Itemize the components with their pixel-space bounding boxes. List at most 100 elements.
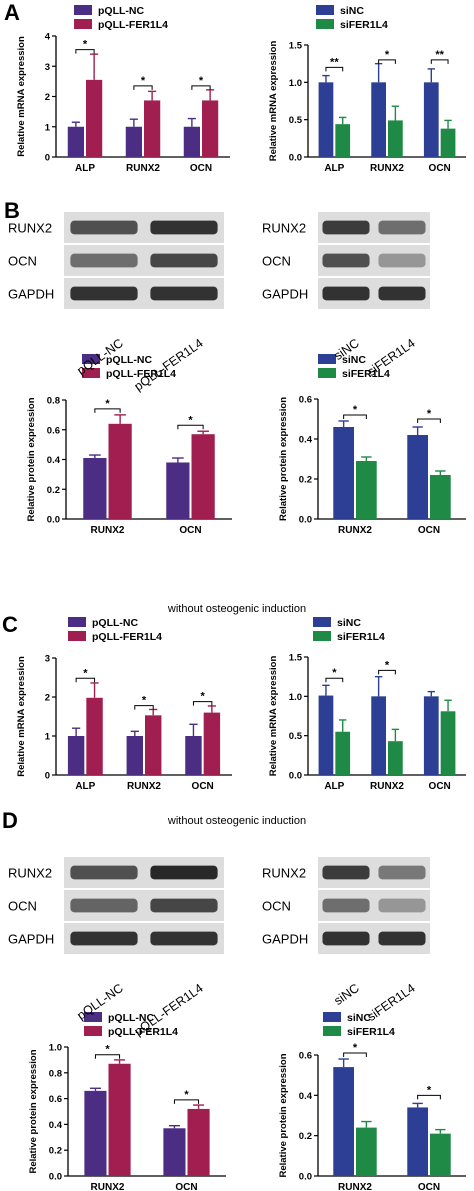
- significance-bracket: [191, 85, 211, 90]
- bar-pqll-nc-ocn: [163, 1128, 186, 1176]
- y-tick-label: 1.0: [289, 692, 302, 703]
- y-tick-label: 4: [45, 32, 51, 43]
- bar-sinc-alp: [318, 695, 334, 775]
- western-blot-b-left: RUNX2 OCN GAPDH pQLL-NC pQLL-FER1L4: [8, 212, 224, 394]
- bar-pqll-nc-ocn: [183, 126, 200, 157]
- x-tick-label-runx2: RUNX2: [370, 781, 404, 792]
- significance-mark: **: [435, 49, 444, 61]
- legend-swatch-pqll-fer1l4: [84, 1026, 102, 1036]
- significance-mark: *: [184, 1089, 189, 1101]
- y-tick-label: 0.4: [49, 1120, 63, 1131]
- y-axis-label: Relative protein expression: [26, 397, 37, 521]
- blot-lane-label: siFER1L4: [365, 336, 418, 379]
- x-tick-label-ocn: OCN: [429, 781, 451, 792]
- bar-sinc-ocn: [423, 82, 439, 157]
- legend-swatch-pqll-fer1l4: [74, 19, 92, 29]
- blot-band: [322, 220, 370, 235]
- x-tick-label-ocn: OCN: [190, 163, 212, 174]
- significance-bracket: [94, 1054, 121, 1059]
- panel-header-d: without osteogenic induction: [167, 815, 306, 827]
- significance-mark: *: [332, 667, 337, 679]
- y-axis-label: Relative mRNA expression: [268, 656, 279, 777]
- legend-label-pqll-nc: pQLL-NC: [92, 617, 138, 629]
- significance-bracket: [94, 408, 121, 413]
- legend-label-pqll-fer1l4: pQLL-FER1L4: [106, 368, 176, 380]
- y-tick-label: 0.0: [49, 1172, 62, 1183]
- significance-mark: *: [105, 1044, 110, 1056]
- chart-d-right: 0.0 0.2 0.4 0.6 Relative protein expression R…: [278, 1012, 466, 1191]
- y-tick-label: 0: [45, 153, 50, 164]
- legend-swatch-pqll-nc: [74, 5, 92, 15]
- blot-band: [150, 286, 218, 301]
- y-tick-label: 0.6: [299, 395, 312, 406]
- legend-label-pqll-fer1l4: pQLL-FER1L4: [92, 631, 162, 643]
- y-axis-label: Relative protein expression: [28, 1049, 39, 1173]
- x-tick-label-ocn: OCN: [418, 1182, 440, 1191]
- y-tick-label: 1.5: [289, 653, 303, 664]
- significance-bracket: [177, 424, 204, 430]
- y-axis-label: Relative protein expression: [278, 1053, 289, 1177]
- bar-pqll-nc-alp: [67, 736, 85, 775]
- y-tick-label: 0: [45, 771, 50, 782]
- panel-header-c: without osteogenic induction: [167, 603, 306, 615]
- y-tick-label: 0.4: [299, 435, 313, 446]
- y-tick-label: 0.0: [289, 153, 302, 164]
- blot-band: [322, 898, 370, 913]
- panel-letter-b: B: [4, 198, 20, 223]
- bar-sifer1l4-runx2: [388, 741, 403, 775]
- y-tick-label: 1.0: [49, 1043, 62, 1054]
- legend-swatch-sinc: [313, 617, 331, 627]
- y-tick-label: 3: [45, 62, 50, 73]
- blot-lane-label: siFER1L4: [365, 981, 418, 1024]
- legend-label-sinc: siNC: [337, 617, 361, 629]
- bar-sifer1l4-runx2: [388, 120, 403, 157]
- legend-label-pqll-fer1l4: pQLL-FER1L4: [98, 19, 168, 31]
- significance-mark: *: [427, 1084, 432, 1096]
- legend-label-sifer1l4: siFER1L4: [337, 631, 385, 643]
- blot-band: [378, 865, 426, 880]
- significance-mark: *: [83, 667, 88, 679]
- y-tick-label: 0.6: [49, 1094, 62, 1105]
- bar-sifer1l4-ocn: [440, 128, 456, 157]
- blot-band: [378, 220, 426, 235]
- y-tick-label: 0.0: [299, 515, 312, 526]
- y-axis-label: Relative protein expression: [278, 397, 289, 521]
- legend-label-pqll-fer1l4: pQLL-FER1L4: [108, 1026, 178, 1038]
- bar-sifer1l4-ocn: [430, 475, 451, 519]
- blot-band: [322, 253, 370, 268]
- bar-sinc-alp: [318, 82, 334, 157]
- blot-row-label: GAPDH: [262, 287, 308, 302]
- bar-pqll-fer1l4-ocn: [187, 1108, 210, 1176]
- significance-mark: *: [353, 404, 358, 416]
- y-tick-label: 0.5: [289, 115, 303, 126]
- panel-letter-a: A: [4, 0, 20, 25]
- blot-row-label: OCN: [8, 899, 37, 914]
- x-tick-label-runx2: RUNX2: [91, 525, 125, 536]
- significance-bracket: [192, 701, 213, 706]
- x-tick-label-runx2: RUNX2: [127, 781, 161, 792]
- panel-letter-d: D: [2, 808, 18, 833]
- blot-band: [322, 286, 370, 301]
- legend-swatch-sifer1l4: [316, 19, 334, 29]
- blot-band: [150, 931, 218, 946]
- legend-swatch-sifer1l4: [323, 1026, 341, 1036]
- blot-row-label: OCN: [262, 899, 291, 914]
- significance-bracket: [343, 1052, 367, 1057]
- bar-pqll-fer1l4-ocn: [202, 100, 219, 157]
- y-tick-label: 1.5: [289, 41, 303, 52]
- significance-mark: **: [330, 56, 339, 68]
- significance-mark: *: [199, 75, 204, 87]
- significance-mark: *: [385, 49, 390, 61]
- chart-b-left: 0.0 0.2 0.4 0.6 0.8 Relative protein expressi…: [26, 354, 232, 536]
- y-tick-label: 1: [45, 732, 51, 743]
- bar-pqll-nc-runx2: [84, 1090, 107, 1176]
- blot-band: [150, 865, 218, 880]
- bar-sifer1l4-ocn: [440, 711, 456, 775]
- y-tick-label: 2: [45, 92, 50, 103]
- bar-pqll-fer1l4-alp: [86, 79, 103, 157]
- blot-row-label: OCN: [262, 254, 291, 269]
- y-tick-label: 3: [45, 654, 50, 665]
- y-tick-label: 0.4: [299, 1091, 313, 1102]
- y-tick-label: 2: [45, 693, 50, 704]
- bar-pqll-nc-alp: [67, 126, 84, 157]
